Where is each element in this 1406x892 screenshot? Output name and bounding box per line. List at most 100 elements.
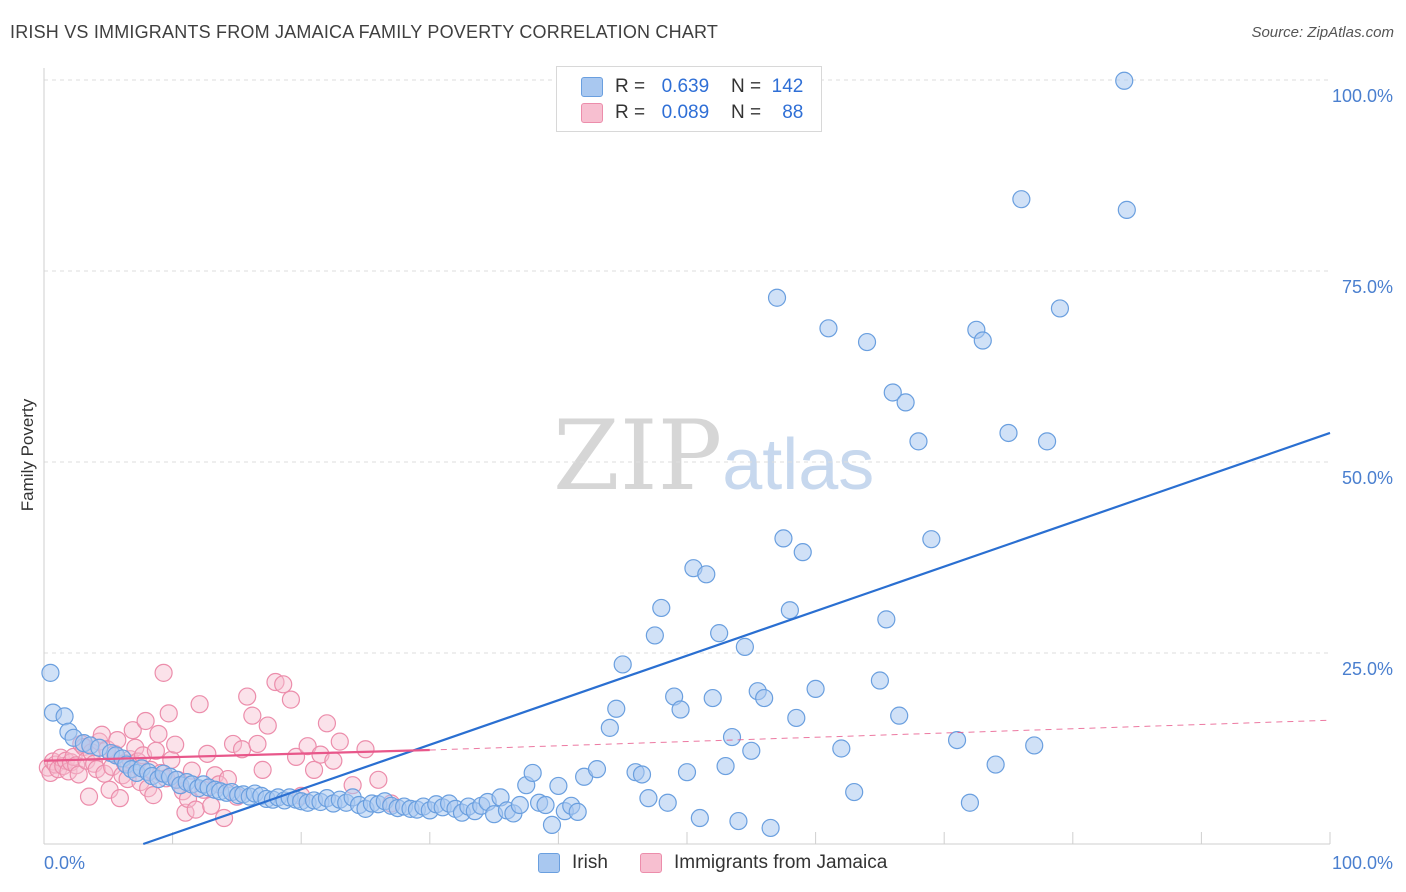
irish-point [549,776,568,796]
jamaica-point [79,787,99,806]
irish-point [1012,190,1031,209]
jamaica-point [274,675,293,694]
trend-lines [43,431,1331,846]
y-tick-label: 25.0% [1342,659,1393,679]
watermark-atlas: atlas [722,425,875,505]
correlation-legend: R = 0.639 N = 142 R = 0.089 N = 88 [556,66,822,132]
legend-irish-label: Irish [572,852,608,873]
irish-point [909,432,928,451]
irish-point [41,663,60,682]
jamaica-point [248,734,267,754]
legend-row-irish: R = 0.639 N = 142 [581,75,803,99]
jamaica-point [324,751,343,770]
jamaica-point [154,663,173,682]
jamaica-point [110,789,129,808]
irish-point [1117,200,1136,219]
irish-point [703,688,722,708]
jamaica-point [126,738,145,757]
watermark: ZIPatlas [553,400,874,512]
jamaica-point [304,760,324,779]
irish-point [767,288,787,307]
irish-point [755,688,774,708]
irish-point [587,760,607,779]
jamaica-point [95,764,114,783]
irish-point [870,671,890,690]
irish-point [819,319,838,338]
y-tick-label: 75.0% [1342,277,1393,297]
legend-item-jamaica[interactable]: Immigrants from Jamaica [640,852,887,874]
jamaica-point [136,711,155,731]
legend-jamaica-swatch [640,853,662,873]
irish-point [55,707,74,726]
irish-point [735,637,754,656]
jamaica-point [144,786,163,805]
irish-point [536,795,555,815]
x-tick-label: 100.0% [1332,853,1393,873]
irish-point [652,598,671,618]
irish-point [697,565,716,584]
irish-point [1025,736,1044,755]
jamaica-n-label: N = [730,102,762,123]
irish-point [793,543,812,562]
jamaica-point [253,760,272,779]
irish-point [639,789,658,808]
axes [43,68,1331,845]
jamaica-point [186,800,205,819]
irish-point [716,756,735,776]
irish-point [986,755,1005,774]
irish-swatch [581,77,603,97]
irish-point [510,795,529,815]
irish-point [600,718,619,737]
irish-point [645,626,664,645]
jamaica-point [243,706,262,725]
irish-point [877,610,896,629]
source-label: Source: ZipAtlas.com [1251,24,1394,41]
irish-points [41,71,1136,838]
irish-n-value: 142 [771,76,804,97]
irish-point [542,815,562,835]
irish-point [922,530,941,549]
tick-labels: 25.0% 50.0% 75.0% 100.0% 0.0% 100.0% [44,86,1393,873]
irish-point [947,730,967,750]
irish-point [960,793,980,812]
jamaica-point [298,737,317,756]
irish-point [690,808,709,828]
irish-point [774,529,793,548]
irish-point [658,793,677,812]
irish-point [1115,71,1134,90]
jamaica-r-label: R = [615,102,646,123]
jamaica-point [258,716,277,735]
irish-point [607,699,626,718]
jamaica-point [190,695,209,714]
irish-point [787,708,806,728]
legend-item-irish[interactable]: Irish [538,852,608,874]
jamaica-point [149,724,168,744]
irish-point [780,601,799,620]
jamaica-point [238,687,257,706]
irish-point [845,782,864,802]
irish-point [857,332,877,352]
irish-point [806,679,825,699]
legend-jamaica-label: Immigrants from Jamaica [674,852,888,873]
jamaica-point [281,690,301,709]
irish-point [671,700,690,719]
irish-point [832,739,851,758]
y-tick-label: 100.0% [1332,86,1393,106]
chart-title: IRISH VS IMMIGRANTS FROM JAMAICA FAMILY … [10,22,719,42]
jamaica-point [369,770,388,789]
irish-point [568,802,587,822]
irish-point [896,393,915,412]
irish-point [761,818,780,838]
jamaica-point [317,714,337,733]
irish-point [632,765,652,784]
irish-r-value: 0.639 [661,76,710,97]
jamaica-point [223,734,243,754]
jamaica-trend-extension [429,719,1331,751]
jamaica-trend-line [43,748,430,762]
jamaica-point [330,732,349,751]
legend-irish-swatch [538,853,560,873]
irish-point [973,331,992,350]
irish-n-label: N = [730,76,762,97]
watermark-zip: ZIP [553,400,723,512]
